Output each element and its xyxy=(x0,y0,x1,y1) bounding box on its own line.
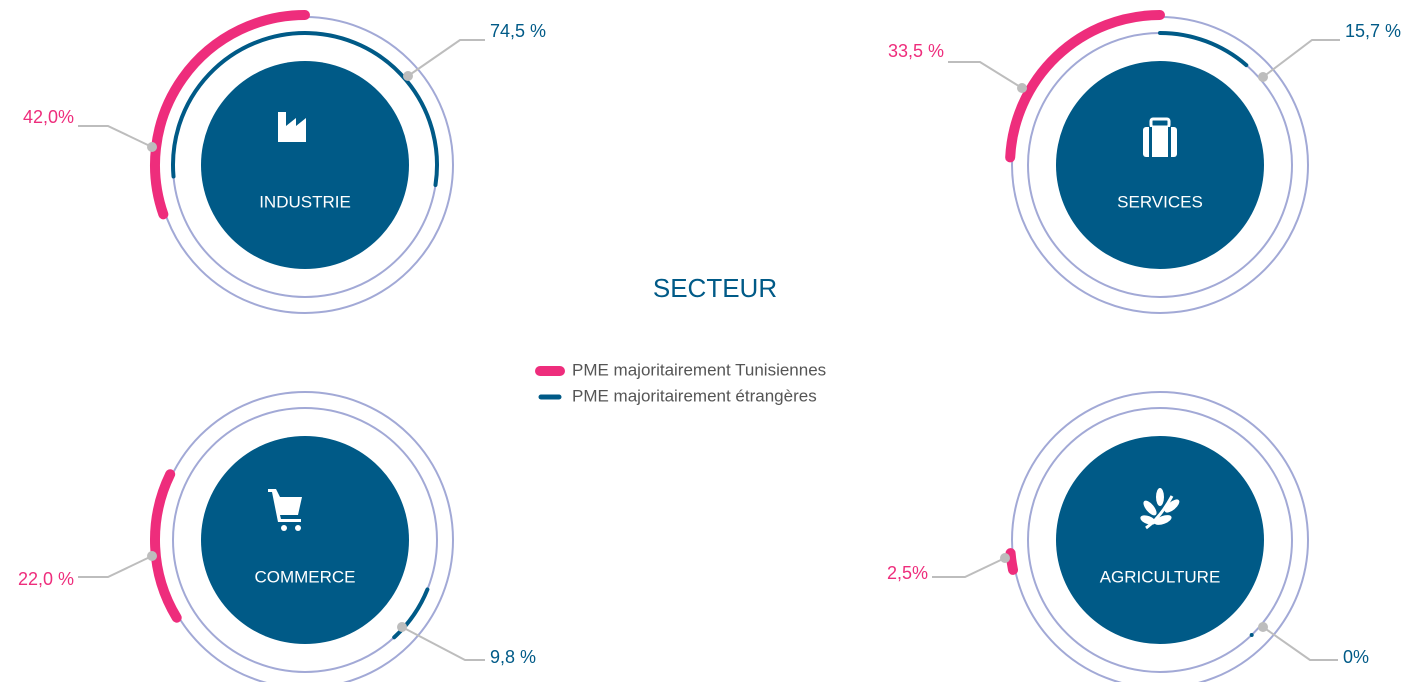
leader-line xyxy=(948,61,1023,89)
icons xyxy=(268,112,1180,531)
sector-label: AGRICULTURE xyxy=(1100,567,1221,586)
arc-bar xyxy=(1005,548,1019,575)
inner-ring xyxy=(172,407,438,673)
cart-icon xyxy=(268,489,302,531)
value-label: 0% xyxy=(1343,647,1369,667)
leader-dot xyxy=(1017,83,1027,93)
arc-bar xyxy=(1005,10,1165,163)
leader-dot xyxy=(1258,622,1268,632)
sector-disc xyxy=(1056,61,1264,269)
leader-line xyxy=(932,557,1006,578)
panels: INDUSTRIE 42,0% 74,5 % SERVICES 33,5 % 15,7 %… xyxy=(18,10,1401,682)
leader-line xyxy=(1262,626,1338,661)
sector-label: INDUSTRIE xyxy=(259,192,351,211)
leader-dot xyxy=(403,71,413,81)
arc-bar xyxy=(150,469,182,623)
arc-bar xyxy=(150,10,310,220)
leader-dot xyxy=(1258,72,1268,82)
outer-ring xyxy=(1011,391,1309,682)
leader-dot xyxy=(397,622,407,632)
inner-ring xyxy=(1027,407,1293,673)
chart-title: SECTEUR xyxy=(653,273,777,303)
value-label: 9,8 % xyxy=(490,647,536,667)
sector-label: COMMERCE xyxy=(254,567,355,586)
legend: PME majoritairement Tunisiennes PME majo… xyxy=(535,360,826,405)
plant-icon xyxy=(1140,488,1180,530)
legend-label: PME majoritairement étrangères xyxy=(572,386,817,405)
sector-disc xyxy=(201,436,409,644)
leader-dot xyxy=(147,551,157,561)
briefcase-icon xyxy=(1143,117,1177,157)
sector-disc xyxy=(201,61,409,269)
arc-bar xyxy=(171,31,439,187)
arc-bar xyxy=(392,587,430,640)
value-label: 33,5 % xyxy=(888,41,944,61)
arc-bar xyxy=(1249,632,1254,637)
value-label: 42,0% xyxy=(23,107,74,127)
leader-line xyxy=(407,39,485,77)
leader-line xyxy=(78,555,153,578)
value-label: 15,7 % xyxy=(1345,21,1401,41)
value-label: 22,0 % xyxy=(18,569,74,589)
legend-label: PME majoritairement Tunisiennes xyxy=(572,360,826,379)
leader-line xyxy=(1262,39,1340,78)
leader-dot xyxy=(1000,553,1010,563)
leader-line xyxy=(401,626,485,661)
leader-line xyxy=(78,125,153,148)
value-label: 2,5% xyxy=(887,563,928,583)
sector-label: SERVICES xyxy=(1117,192,1203,211)
leader-dot xyxy=(147,142,157,152)
sector-disc xyxy=(1056,436,1264,644)
value-label: 74,5 % xyxy=(490,21,546,41)
arc-bar xyxy=(1158,31,1249,68)
factory-icon xyxy=(278,112,306,142)
